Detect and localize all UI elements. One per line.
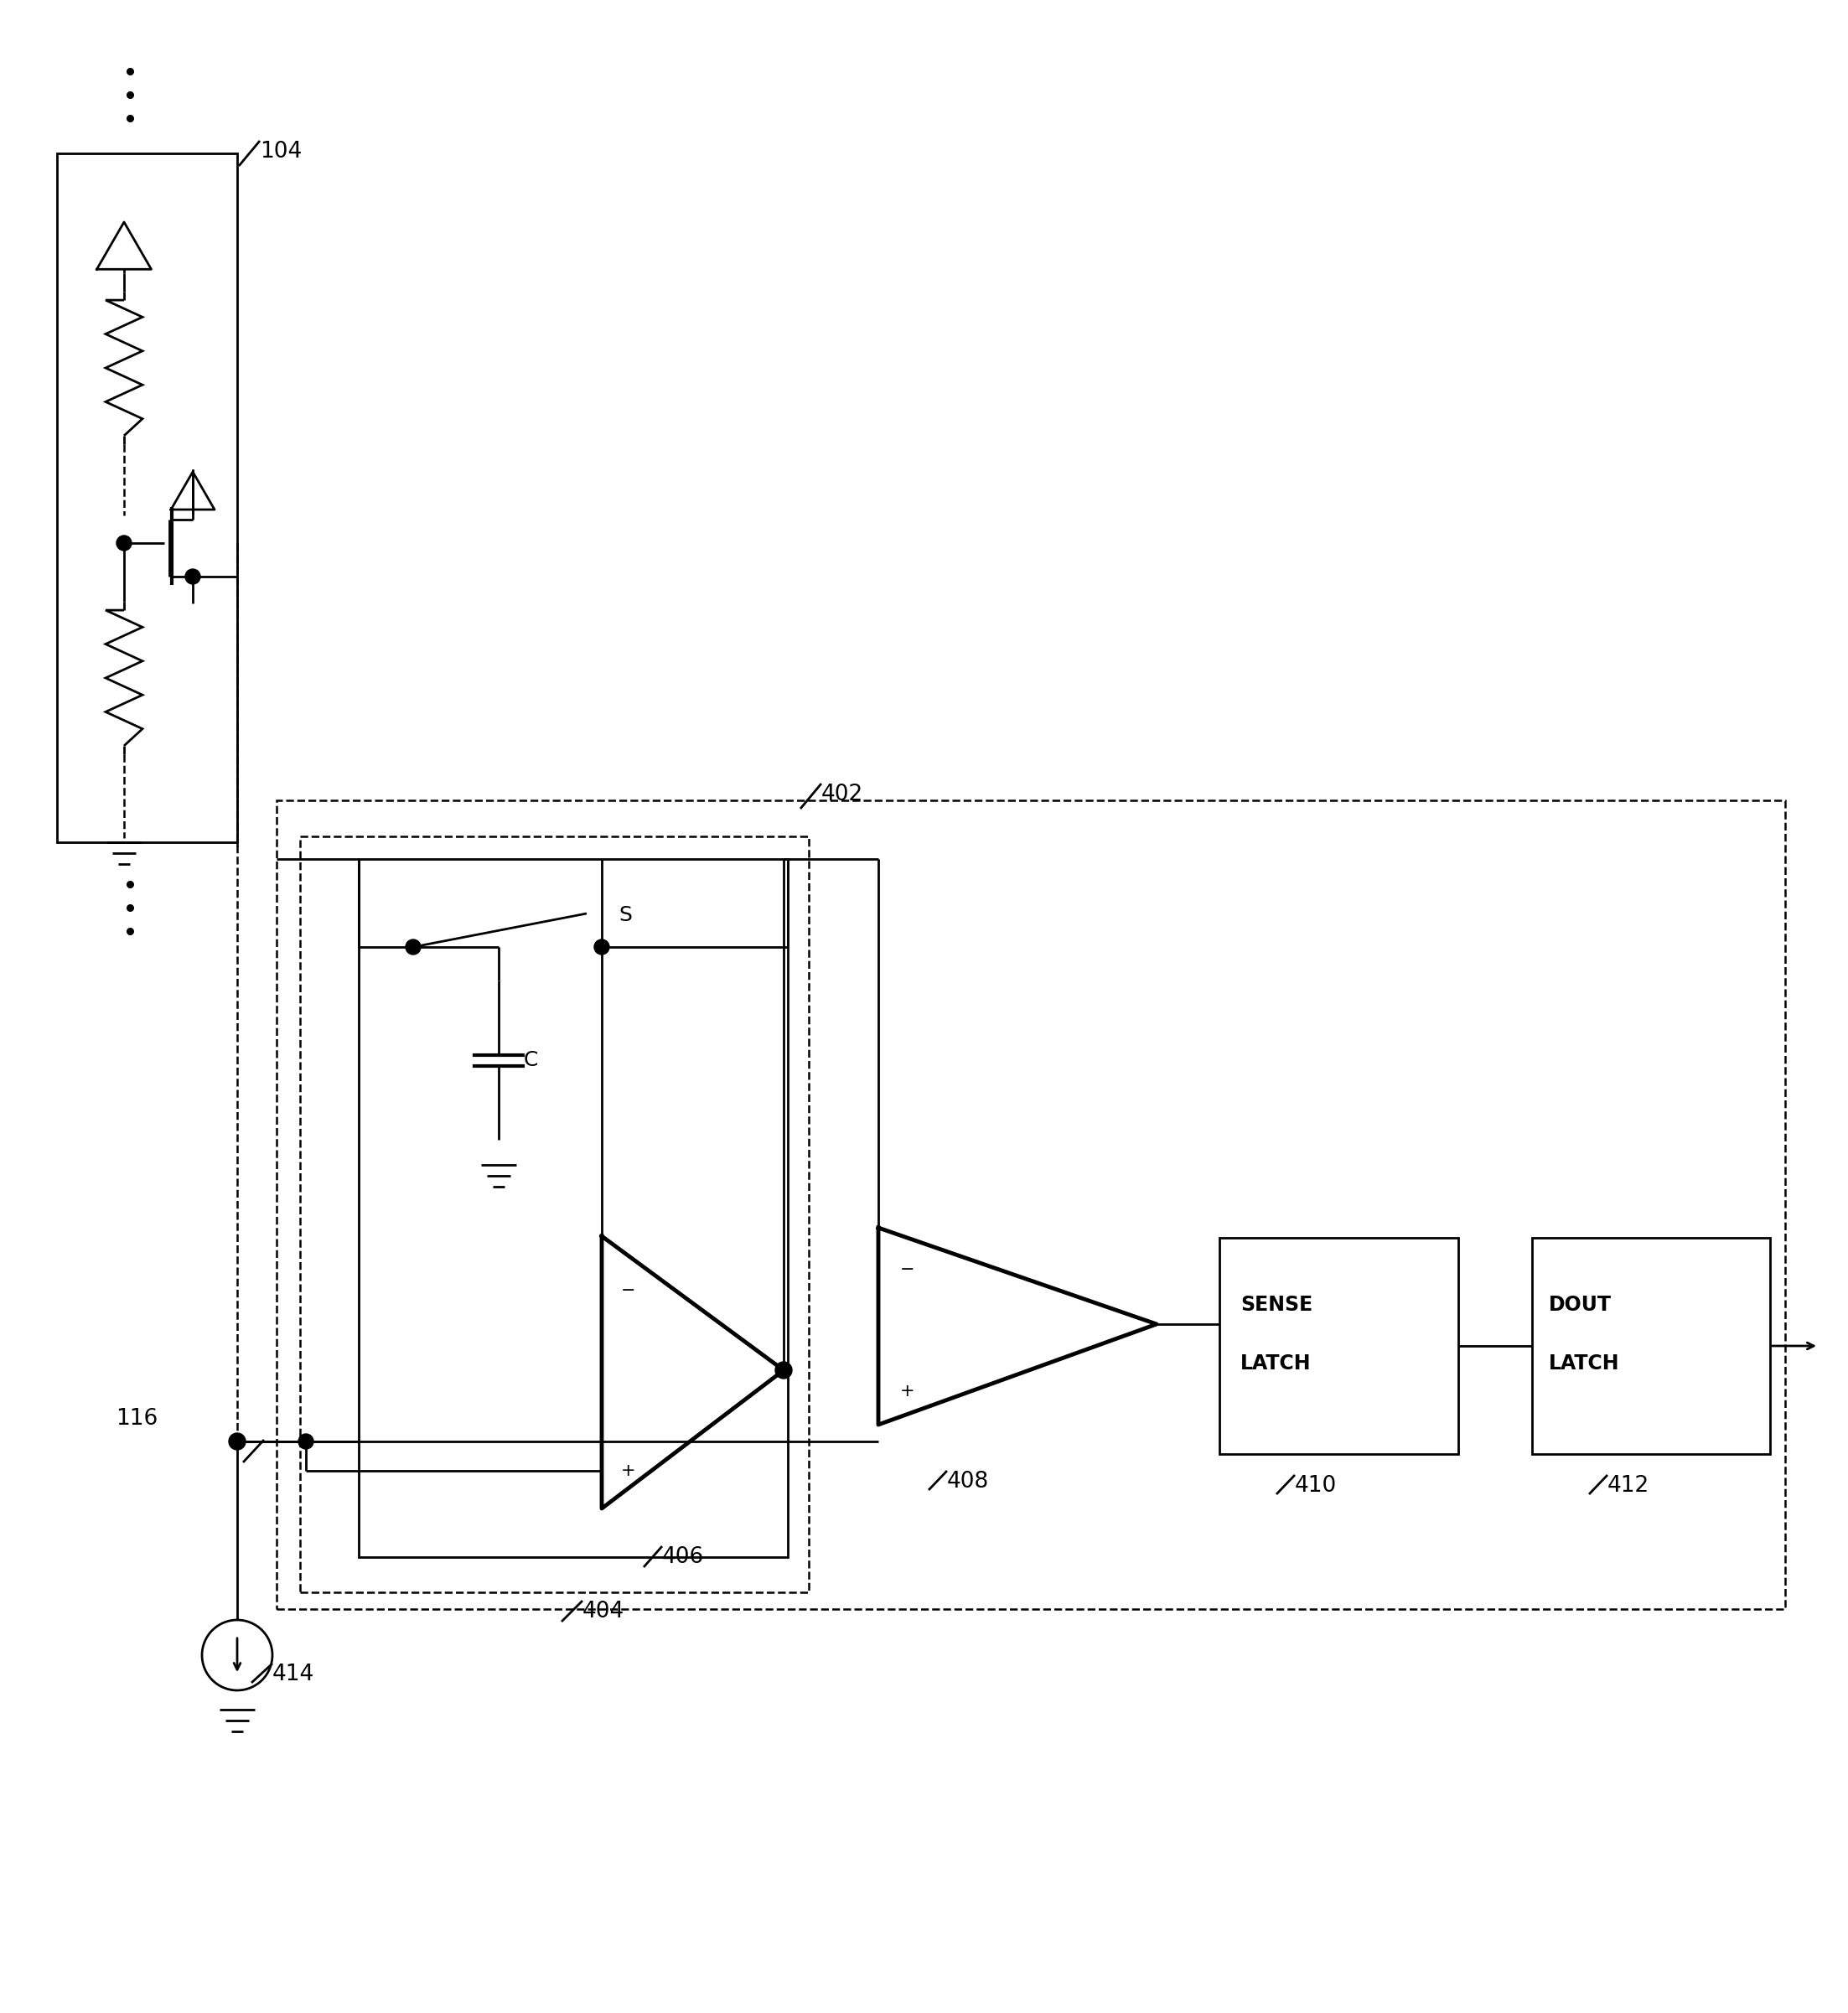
Text: 404: 404 <box>582 1600 625 1622</box>
Text: 410: 410 <box>1295 1476 1336 1498</box>
Circle shape <box>407 940 421 954</box>
Bar <box>1532 1238 1770 1453</box>
Text: S: S <box>619 906 632 926</box>
Text: 116: 116 <box>116 1407 157 1429</box>
Text: C: C <box>523 1051 538 1071</box>
Circle shape <box>116 535 131 552</box>
Bar <box>359 860 787 1558</box>
Text: 408: 408 <box>946 1472 989 1492</box>
Text: +: + <box>621 1461 636 1480</box>
Text: +: + <box>900 1383 915 1399</box>
Text: 406: 406 <box>662 1546 704 1568</box>
Text: 414: 414 <box>272 1663 314 1685</box>
Text: 104: 104 <box>261 141 301 163</box>
Bar <box>299 835 809 1592</box>
Text: −: − <box>621 1282 636 1298</box>
Text: SENSE: SENSE <box>1240 1294 1312 1314</box>
Text: 412: 412 <box>1608 1476 1650 1498</box>
Circle shape <box>776 1363 793 1379</box>
Circle shape <box>185 570 200 584</box>
Text: 402: 402 <box>821 783 863 805</box>
Text: LATCH: LATCH <box>1549 1353 1619 1373</box>
Circle shape <box>595 940 610 954</box>
Circle shape <box>229 1433 246 1449</box>
Bar <box>277 801 1785 1608</box>
Text: LATCH: LATCH <box>1240 1353 1312 1373</box>
Text: −: − <box>900 1262 915 1278</box>
Bar <box>57 153 237 841</box>
Text: DOUT: DOUT <box>1549 1294 1611 1314</box>
Bar <box>1220 1238 1458 1453</box>
Circle shape <box>298 1433 314 1449</box>
